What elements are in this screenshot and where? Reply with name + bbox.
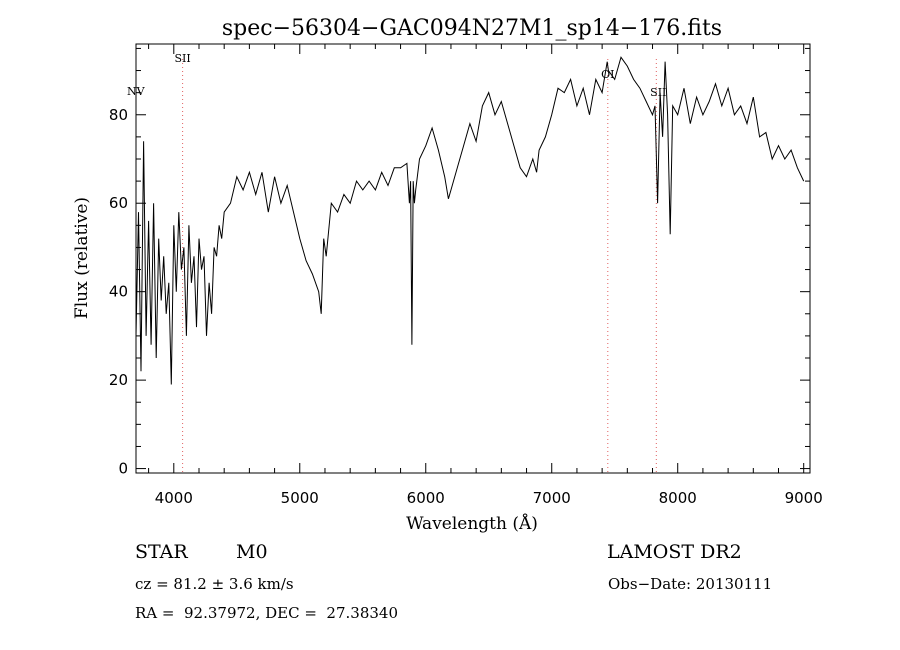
spectral-line-label: OI [601, 68, 614, 81]
object-subclass: M0 [236, 541, 268, 563]
y-tick-label: 20 [109, 371, 128, 389]
object-type: STAR [135, 541, 188, 563]
spectrum-line [135, 56, 805, 385]
axis-ticks: 4000 5000 6000 7000 8000 9000 0 20 40 60 80 [109, 44, 823, 507]
x-tick-label: 8000 [659, 489, 697, 507]
observation-date: Obs−Date: 20130111 [608, 575, 773, 593]
line-markers: NV SII OI SII [127, 52, 666, 473]
y-axis-label: Flux (relative) [72, 197, 92, 319]
y-tick-label: 40 [109, 283, 128, 301]
x-tick-label: 6000 [407, 489, 445, 507]
x-tick-label: 5000 [281, 489, 319, 507]
x-tick-label: 7000 [533, 489, 571, 507]
x-tick-label: 4000 [155, 489, 193, 507]
y-tick-label: 0 [118, 460, 128, 478]
chart-title: spec−56304−GAC094N27M1_sp14−176.fits [222, 16, 722, 41]
redshift-velocity: cz = 81.2 ± 3.6 km/s [135, 575, 294, 593]
y-tick-label: 80 [109, 106, 128, 124]
x-axis-label: Wavelength (Å) [406, 513, 538, 534]
survey-name: LAMOST DR2 [607, 541, 742, 563]
sky-coordinates: RA = 92.37972, DEC = 27.38340 [135, 604, 399, 622]
y-tick-label: 60 [109, 194, 128, 212]
spectral-line-label: NV [127, 85, 146, 98]
spectral-line-label: SII [174, 52, 190, 65]
x-tick-label: 9000 [785, 489, 823, 507]
plot-frame [135, 43, 811, 474]
spectral-line-label: SII [650, 86, 666, 99]
